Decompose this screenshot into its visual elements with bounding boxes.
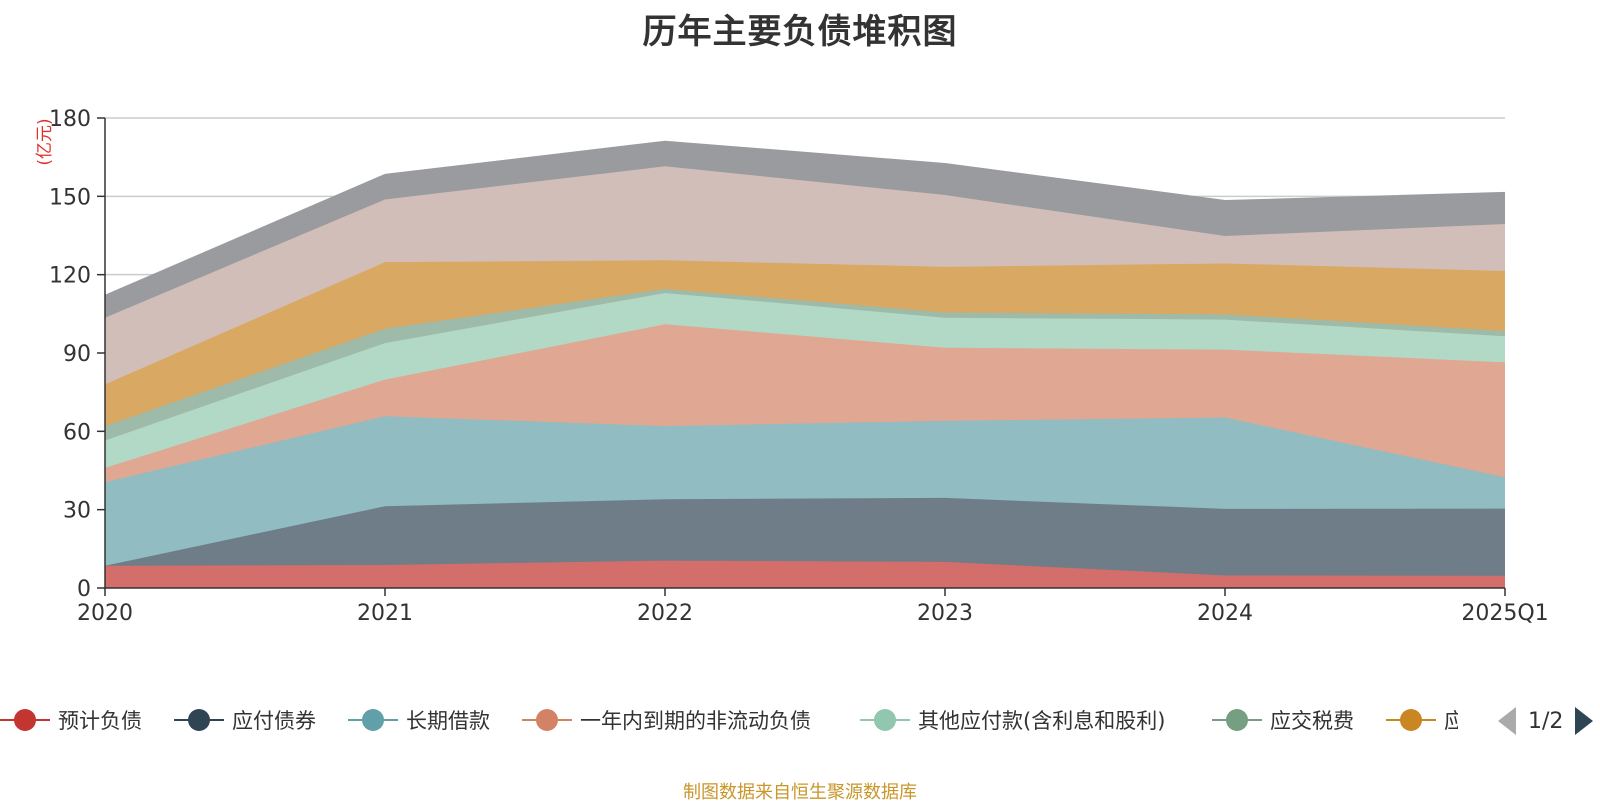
y-tick-label: 30 (63, 499, 91, 524)
legend-next-page-icon[interactable] (1575, 707, 1594, 735)
legend-label: 应付债券 (232, 709, 316, 733)
area-series-0[interactable] (105, 560, 1505, 588)
axes: 0 30 60 90 120 150 180 2020 2021 2022 2023 2024 2025… (49, 107, 1549, 626)
legend-item-5[interactable]: 应交税费 (1212, 702, 1354, 738)
legend-marker-icon (348, 702, 398, 738)
area-series-edge-8 (104, 140, 1506, 297)
legend-item-1[interactable]: 应付债券 (174, 702, 316, 738)
area-series-3[interactable] (105, 324, 1505, 483)
x-tick-label: 2025Q1 (1461, 601, 1548, 626)
area-series-2[interactable] (105, 416, 1505, 566)
legend-label: 一年内到期的非流动负债 (580, 709, 811, 733)
x-tick-label: 2021 (357, 601, 413, 626)
legend-prev-page-icon[interactable] (1498, 707, 1516, 735)
y-tick-label: 150 (49, 185, 91, 210)
legend-marker-icon (860, 702, 910, 738)
y-tick-label: 90 (63, 342, 91, 367)
legend-label: 应付账款 (1444, 709, 1458, 733)
legend-label: 其他应付款(含利息和股利) (918, 709, 1166, 733)
legend-marker-icon (1386, 702, 1436, 738)
area-series-8[interactable] (105, 141, 1505, 318)
area-series-4[interactable] (105, 292, 1505, 468)
area-series-edge-5 (104, 288, 1506, 427)
y-tick-label: 60 (63, 420, 91, 445)
x-tick-label: 2024 (1197, 601, 1253, 626)
legend-pager: 1/2 (1498, 706, 1594, 736)
legend-page-info: 1/2 (1528, 708, 1564, 734)
legend-item-2[interactable]: 长期借款 (348, 702, 490, 738)
x-tick-label: 2023 (917, 601, 973, 626)
stacked-area-chart: 0 30 60 90 120 150 180 2020 2021 2022 2023 2024 2025… (35, 107, 1549, 626)
legend-item-6[interactable]: 应付账款 (1386, 702, 1458, 738)
legend-item-3[interactable]: 一年内到期的非流动负债 (522, 702, 811, 738)
area-series-1[interactable] (105, 497, 1505, 576)
area-series-5[interactable] (105, 289, 1505, 441)
legend-marker-icon (1212, 702, 1262, 738)
legend-item-0[interactable]: 预计负债 (0, 702, 142, 738)
area-series-7[interactable] (105, 166, 1505, 385)
legend-marker-icon (0, 702, 50, 738)
legend-label: 应交税费 (1270, 709, 1354, 733)
legend-label: 预计负债 (58, 709, 142, 733)
y-axis-label: (亿元) (35, 118, 55, 165)
area-series-6[interactable] (105, 260, 1505, 427)
legend-label: 长期借款 (406, 709, 490, 733)
x-tick-label: 2020 (77, 601, 133, 626)
x-tick-label: 2022 (637, 601, 693, 626)
data-source-note: 制图数据来自恒生聚源数据库 (683, 782, 917, 803)
legend-item-4[interactable]: 其他应付款(含利息和股利) (860, 702, 1165, 738)
legend-marker-icon (174, 702, 224, 738)
legend: 预计负债 应付债券 长期借款 一年内到期的非流动负债 其他应付款(含利息和股利) 应交税费… (0, 702, 1600, 738)
chart-title: 历年主要负债堆积图 (642, 12, 958, 52)
area-layers (104, 140, 1506, 588)
y-tick-label: 0 (77, 577, 91, 602)
legend-marker-icon (522, 702, 572, 738)
y-tick-label: 180 (49, 107, 91, 132)
y-tick-label: 120 (49, 264, 91, 289)
